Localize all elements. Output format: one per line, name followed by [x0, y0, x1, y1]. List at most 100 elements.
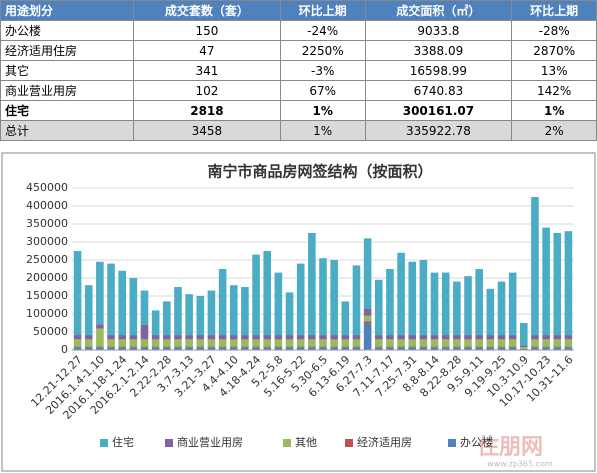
y-tick-label: 200000 — [26, 271, 68, 284]
bar-segment — [531, 335, 539, 340]
bar-segment — [553, 347, 562, 350]
bar-segment — [341, 335, 350, 340]
bar-segment — [441, 272, 450, 336]
bar-segment — [263, 339, 272, 347]
legend-label: 商业营业用房 — [177, 435, 243, 449]
bar-segment — [229, 339, 238, 347]
bar-segment — [129, 346, 138, 348]
bar-segment — [118, 347, 126, 350]
bar-segment — [84, 335, 93, 340]
bar-segment — [84, 285, 93, 336]
table-cell: 335922.78 — [364, 120, 513, 141]
bar-segment — [308, 335, 316, 340]
bar-segment — [419, 335, 428, 340]
bar-segment — [151, 335, 160, 340]
table-cell: 2870% — [511, 40, 597, 61]
bar-segment — [207, 335, 216, 340]
bar-segment — [129, 335, 138, 340]
table-row: 其它 341 -3% 16598.99 13% — [0, 60, 597, 81]
bar-segment — [341, 339, 350, 347]
bar-segment — [241, 339, 249, 347]
bar-segment — [285, 347, 294, 350]
bar-segment — [296, 263, 305, 336]
bar-segment — [185, 346, 193, 348]
bar-segment — [497, 335, 506, 340]
bar-segment — [140, 346, 149, 348]
bar-segment — [229, 285, 238, 336]
table-cell: 3458 — [133, 120, 281, 141]
bar-segment — [129, 339, 138, 347]
y-tick-label: 50000 — [33, 325, 68, 338]
table-cell: 住宅 — [0, 100, 135, 121]
bar-segment — [553, 233, 562, 336]
bar-segment — [386, 335, 394, 340]
bar-segment — [319, 346, 327, 348]
bar-segment — [207, 347, 216, 350]
table-cell: 办公楼 — [0, 20, 135, 41]
bar-segment — [441, 339, 450, 347]
bar-segment — [218, 269, 227, 336]
legend-swatch — [165, 439, 173, 447]
bar-segment — [129, 278, 138, 336]
bar-segment — [241, 347, 249, 350]
bar-segment — [151, 310, 160, 336]
table-cell: 1% — [511, 100, 597, 121]
bar-segment — [274, 346, 283, 348]
bar-segment — [174, 339, 182, 347]
bar-segment — [196, 335, 205, 340]
bar-segment — [263, 347, 272, 350]
bar-segment — [319, 339, 327, 347]
bar-segment — [542, 347, 550, 350]
bar-segment — [497, 346, 506, 348]
bar-segment — [151, 346, 160, 348]
table-cell: 3388.09 — [364, 40, 513, 61]
bar-segment — [419, 347, 428, 350]
table-cell: 300161.07 — [364, 100, 513, 121]
bar-segment — [151, 339, 160, 347]
bar-segment — [397, 335, 405, 340]
bar-segment — [408, 347, 417, 350]
table-row: 住宅 2818 1% 300161.07 1% — [0, 100, 597, 121]
bar-segment — [531, 347, 539, 350]
bar-segment — [296, 339, 305, 347]
bar-segment — [196, 339, 205, 347]
bar-segment — [475, 346, 483, 348]
bar-segment — [352, 346, 361, 348]
bar-segment — [352, 335, 361, 340]
y-tick-label: 0 — [61, 343, 68, 356]
bar-segment — [174, 287, 182, 336]
legend-label: 住宅 — [112, 435, 134, 449]
table-cell: 2250% — [279, 40, 366, 61]
bar-segment — [84, 346, 93, 348]
table-cell: 2% — [511, 120, 597, 141]
bar-segment — [252, 347, 260, 350]
bar-segment — [118, 346, 126, 348]
bar-segment — [441, 335, 450, 340]
bar-segment — [274, 272, 283, 336]
bar-segment — [374, 279, 383, 336]
bar-segment — [508, 339, 517, 347]
bar-segment — [486, 335, 495, 340]
bar-segment — [486, 288, 495, 336]
table-cell: 13% — [511, 60, 597, 81]
bar-segment — [296, 335, 305, 340]
bar-segment — [252, 254, 260, 336]
bar-segment — [207, 346, 216, 348]
bar-segment — [241, 346, 249, 348]
bar-segment — [84, 347, 93, 350]
bar-segment — [252, 339, 260, 347]
bar-segment — [497, 347, 506, 350]
bar-segment — [464, 347, 472, 350]
bar-segment — [564, 335, 573, 340]
bar-segment — [73, 251, 82, 336]
bar-segment — [140, 339, 149, 347]
bar-segment — [386, 339, 394, 347]
bar-segment — [84, 339, 93, 347]
bar-segment — [408, 335, 417, 340]
bar-segment — [542, 335, 550, 340]
bar-segment — [352, 347, 361, 350]
header-cell: 环比上期 — [279, 0, 366, 21]
bar-segment — [564, 346, 573, 348]
bar-segment — [263, 346, 272, 348]
table-cell: 经济适用住房 — [0, 40, 135, 61]
